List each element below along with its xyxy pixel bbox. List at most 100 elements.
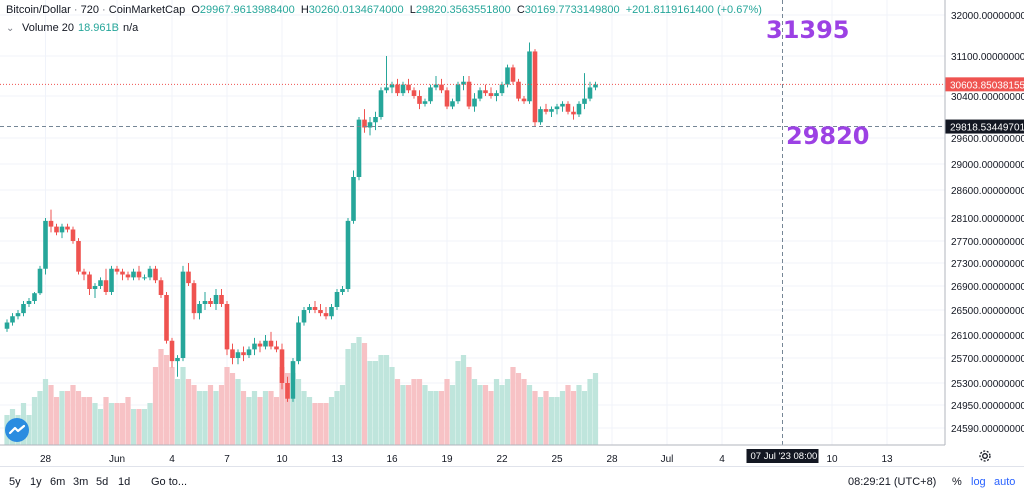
volume-bar xyxy=(411,379,417,445)
volume-bar xyxy=(422,385,428,445)
volume-bar xyxy=(284,373,291,445)
volume-bar xyxy=(31,397,38,445)
volume-bar xyxy=(218,385,225,445)
x-tick-label: Jun xyxy=(109,454,125,465)
volume-bar xyxy=(75,391,82,445)
timeframe-6m[interactable]: 6m xyxy=(50,476,66,488)
candle-body xyxy=(257,343,263,347)
candle-body xyxy=(455,84,461,102)
candle-body xyxy=(527,51,532,102)
gear-icon[interactable] xyxy=(978,449,992,463)
candle-body xyxy=(114,268,120,272)
volume-bar xyxy=(361,343,368,445)
volume-bar xyxy=(235,379,241,445)
candle-body xyxy=(340,289,345,292)
candle-body xyxy=(576,103,582,115)
candle-body xyxy=(186,271,191,284)
volume-bar xyxy=(521,379,527,445)
volume-bar xyxy=(213,391,219,445)
interval-value[interactable]: 720 xyxy=(80,4,99,16)
volume-bar xyxy=(158,349,164,445)
candle-body xyxy=(153,268,158,281)
volume-bar xyxy=(130,409,137,445)
volume-bar xyxy=(570,391,577,445)
price-axis[interactable]: 24590.0000000000 24950.0000000000 25300.00… xyxy=(944,0,1024,445)
volume-bar xyxy=(202,391,208,445)
y-tick-label: 31100.0000000000 xyxy=(951,52,1024,63)
y-tick-label: 26100.0000000000 xyxy=(951,331,1024,342)
candle-body xyxy=(378,90,384,117)
volume-bar xyxy=(103,397,109,445)
candle-body xyxy=(142,277,147,279)
time-axis[interactable]: 28 Jun 4 7 10 13 16 19 22 25 28 Jul 4 10 13 xyxy=(0,444,945,465)
candle-body xyxy=(433,84,439,88)
volume-bar xyxy=(240,391,247,445)
volume-bar xyxy=(526,385,533,445)
volume-bar xyxy=(493,379,500,445)
volume-bar xyxy=(191,385,197,445)
volume-bar xyxy=(224,367,230,445)
tradingview-logo-icon[interactable] xyxy=(5,418,29,442)
candle-body xyxy=(560,103,565,107)
candle-body xyxy=(301,310,307,323)
chevron-down-icon[interactable]: ⌄ xyxy=(6,22,15,34)
x-tick-label: 16 xyxy=(386,454,398,465)
volume-bar xyxy=(119,403,126,445)
y-tick-label: 24590.0000000000 xyxy=(951,424,1024,435)
timeframe-5y[interactable]: 5y xyxy=(9,476,21,488)
clock-readout[interactable]: 08:29:21 (UTC+8) xyxy=(848,476,937,488)
goto-button[interactable]: Go to... xyxy=(151,476,188,488)
low-annotation: 29820 xyxy=(786,122,870,150)
candle-body xyxy=(202,301,208,304)
volume-bar xyxy=(323,403,329,445)
candle-body xyxy=(488,93,494,96)
volume-bar xyxy=(246,397,252,445)
candle-body xyxy=(477,90,483,99)
candle-body xyxy=(571,111,576,115)
volume-bar xyxy=(438,391,445,445)
volume-bar xyxy=(92,403,98,445)
price-chart[interactable]: 30603.8503815550 29818.5344970100 07 Jul '… xyxy=(0,0,1024,466)
candle-body xyxy=(312,307,318,310)
high-label: H xyxy=(300,4,309,16)
volume-bar xyxy=(136,409,142,445)
candle-body xyxy=(43,220,48,269)
volume-bar xyxy=(394,379,401,445)
candle-body xyxy=(367,122,373,128)
candle-body xyxy=(444,90,450,107)
symbol-name[interactable]: Bitcoin/Dollar xyxy=(6,4,71,16)
candle-body xyxy=(274,346,279,350)
volume-bar xyxy=(581,391,588,445)
timeframe-3m[interactable]: 3m xyxy=(73,476,89,488)
volume-bar xyxy=(262,391,269,445)
crosshair-time-tag xyxy=(746,449,819,463)
candle-body xyxy=(164,295,169,341)
volume-bar xyxy=(400,385,406,445)
candle-body xyxy=(191,283,197,314)
volume-legend: ⌄ Volume 20 18.961B n/a xyxy=(6,22,138,34)
candle-body xyxy=(10,316,15,323)
log-toggle[interactable]: log xyxy=(971,476,986,488)
percent-toggle[interactable]: % xyxy=(952,476,962,488)
candle-body xyxy=(549,109,554,112)
volume-value-2: n/a xyxy=(122,22,139,34)
volume-bar xyxy=(64,391,71,445)
volume-bar xyxy=(125,397,131,445)
timeframe-5d[interactable]: 5d xyxy=(96,476,109,488)
candle-body xyxy=(483,90,488,94)
volume-bar xyxy=(81,397,87,445)
auto-toggle[interactable]: auto xyxy=(994,476,1016,488)
candle-body xyxy=(87,274,92,289)
volume-bar xyxy=(53,397,60,445)
current-price-tag xyxy=(945,77,1024,92)
change-value: +201.8119161400 (+0.67%) xyxy=(625,4,762,16)
timeframe-1d[interactable]: 1d xyxy=(118,476,131,488)
volume-bar xyxy=(510,367,516,445)
volume-bar xyxy=(185,379,192,445)
timeframe-1y[interactable]: 1y xyxy=(30,476,42,488)
candle-body xyxy=(417,96,422,104)
candle-body xyxy=(466,81,472,107)
volume-bar xyxy=(312,403,318,445)
volume-label[interactable]: Volume 20 xyxy=(22,22,74,34)
y-tick-label: 27300.0000000000 xyxy=(951,259,1024,270)
